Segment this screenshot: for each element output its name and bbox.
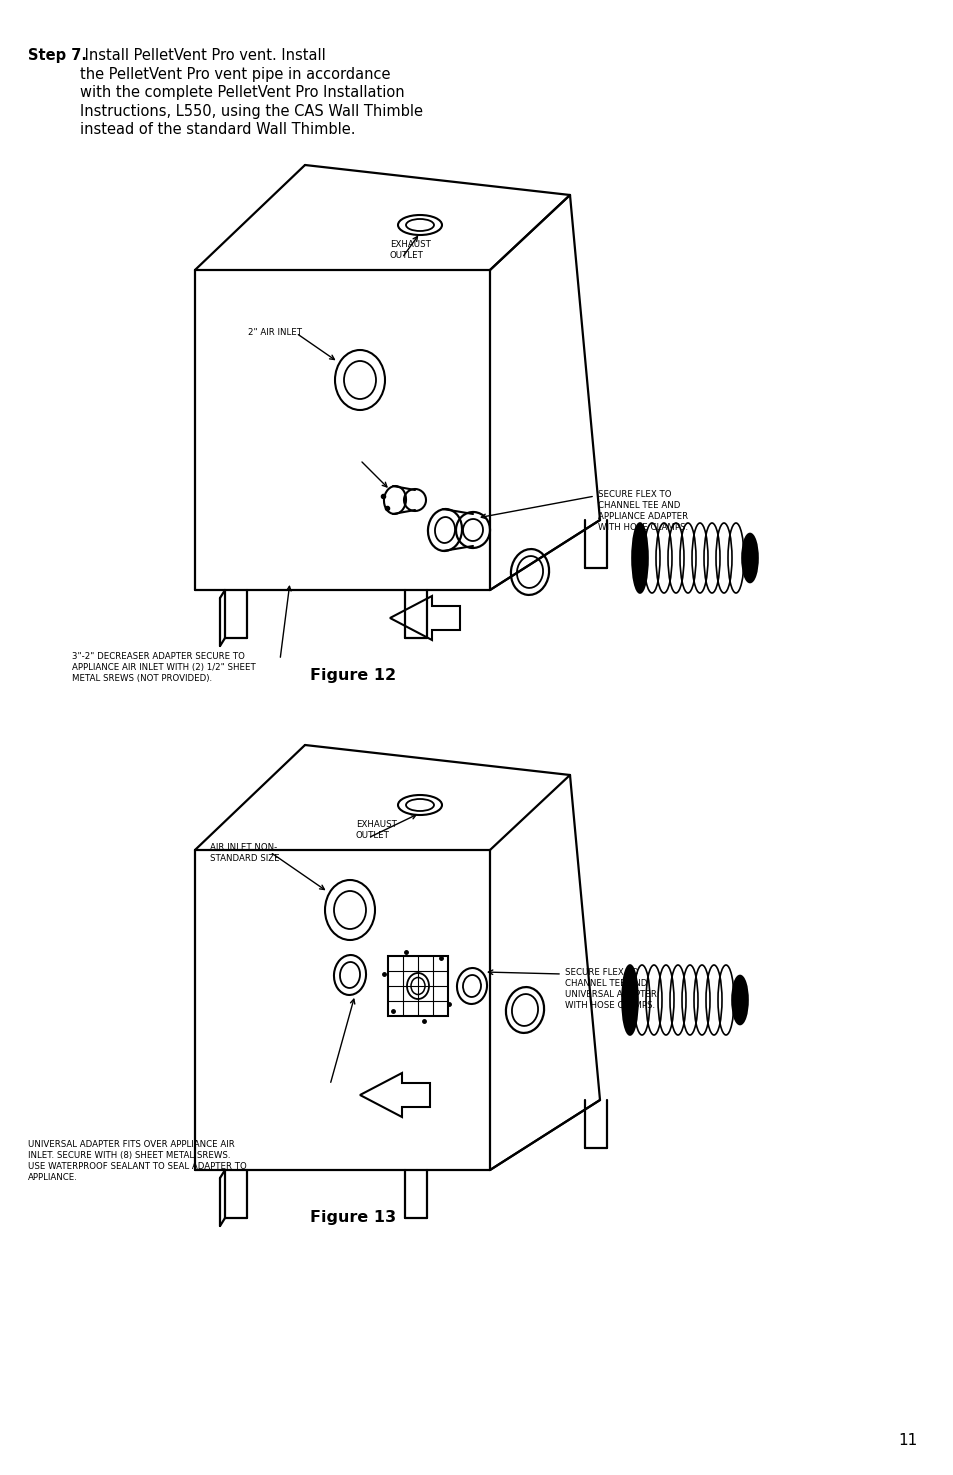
Text: SECURE FLEX TO
CHANNEL TEE AND
UNIVERSAL ADAPTER
WITH HOSE CLAMPS.: SECURE FLEX TO CHANNEL TEE AND UNIVERSAL…	[564, 968, 657, 1010]
Text: 3"-2" DECREASER ADAPTER SECURE TO
APPLIANCE AIR INLET WITH (2) 1/2" SHEET
METAL : 3"-2" DECREASER ADAPTER SECURE TO APPLIA…	[71, 652, 255, 683]
Text: Figure 13: Figure 13	[310, 1210, 395, 1226]
Text: Install PelletVent Pro vent. Install
the PelletVent Pro vent pipe in accordance
: Install PelletVent Pro vent. Install the…	[80, 49, 422, 137]
Ellipse shape	[731, 975, 747, 1025]
Text: SECURE FLEX TO
CHANNEL TEE AND
APPLIANCE ADAPTER
WITH HOSE CLAMPS.: SECURE FLEX TO CHANNEL TEE AND APPLIANCE…	[598, 490, 687, 532]
Text: Figure 12: Figure 12	[310, 668, 395, 683]
Text: EXHAUST
OUTLET: EXHAUST OUTLET	[355, 820, 396, 841]
Text: AIR INLET NON-
STANDARD SIZE: AIR INLET NON- STANDARD SIZE	[210, 844, 279, 863]
Text: 2" AIR INLET: 2" AIR INLET	[248, 327, 302, 336]
Ellipse shape	[621, 965, 638, 1035]
Text: 11: 11	[898, 1434, 917, 1448]
Text: EXHAUST
OUTLET: EXHAUST OUTLET	[390, 240, 431, 260]
Text: Step 7.: Step 7.	[28, 49, 87, 63]
Ellipse shape	[741, 534, 758, 583]
Text: UNIVERSAL ADAPTER FITS OVER APPLIANCE AIR
INLET. SECURE WITH (8) SHEET METAL SRE: UNIVERSAL ADAPTER FITS OVER APPLIANCE AI…	[28, 1140, 247, 1183]
Bar	[388, 956, 448, 1016]
Ellipse shape	[631, 524, 647, 593]
